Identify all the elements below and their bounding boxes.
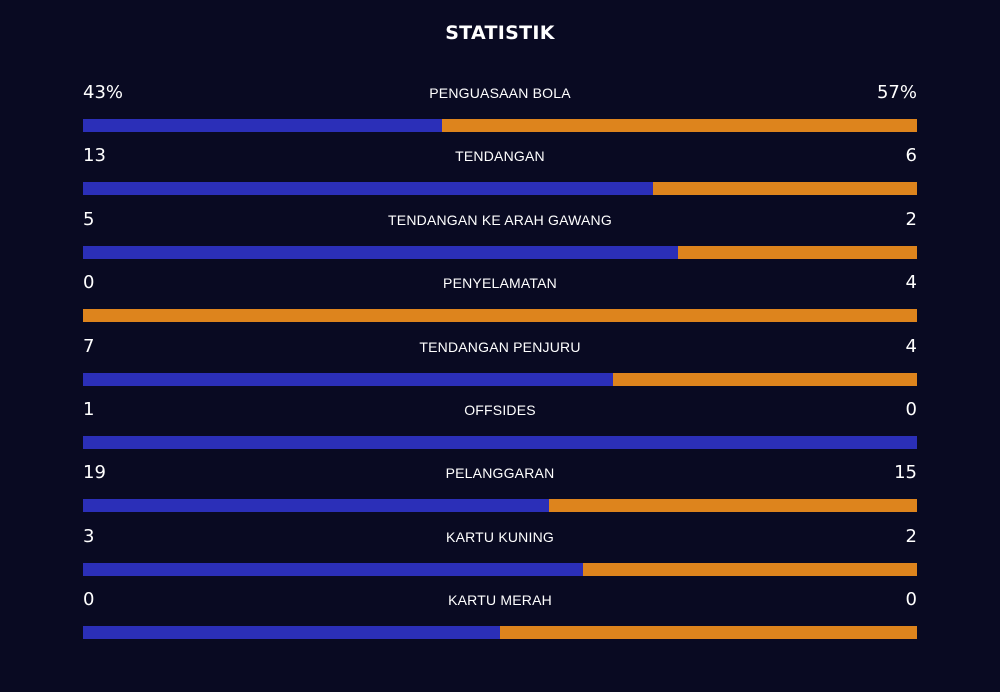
- away-bar-segment: [441, 119, 917, 132]
- comparison-bar: [83, 182, 917, 196]
- stat-row-saves: 0 PENYELAMATAN 4: [83, 270, 917, 333]
- home-bar-segment: [83, 245, 679, 259]
- home-value: 7: [83, 335, 95, 357]
- away-bar-segment: [653, 182, 917, 196]
- comparison-bar: [83, 309, 917, 323]
- home-bar-segment: [83, 182, 654, 196]
- stat-label: PENGUASAAN BOLA: [429, 85, 571, 101]
- away-bar-segment: [500, 626, 917, 640]
- home-bar-segment: [83, 562, 584, 576]
- stat-row-possession: 43% PENGUASAAN BOLA 57%: [83, 80, 917, 143]
- comparison-bar: [83, 499, 917, 513]
- stat-label: TENDANGAN PENJURU: [419, 338, 581, 355]
- home-bar-segment: [83, 435, 917, 449]
- home-bar-segment: [83, 372, 614, 386]
- away-bar-segment: [613, 372, 917, 386]
- comparison-bar: [83, 435, 917, 449]
- stats-list: 43% PENGUASAAN BOLA 57% 13 TENDANGAN 6 5…: [83, 80, 917, 651]
- stat-row-shots-on-target: 5 TENDANGAN KE ARAH GAWANG 2: [83, 207, 917, 270]
- stat-label: KARTU KUNING: [446, 528, 554, 545]
- stat-row-yellow-cards: 3 KARTU KUNING 2: [83, 524, 917, 587]
- stat-label: PENYELAMATAN: [443, 275, 557, 292]
- away-value: 15: [894, 462, 917, 484]
- stat-label: PELANGGARAN: [445, 465, 555, 482]
- home-value: 43%: [83, 82, 124, 103]
- stat-row-fouls: 19 PELANGGARAN 15: [83, 460, 917, 523]
- comparison-bar: [83, 626, 917, 640]
- stat-label: TENDANGAN: [455, 148, 545, 165]
- away-value: 2: [905, 525, 917, 547]
- comparison-bar: [83, 245, 917, 259]
- stat-row-shots: 13 TENDANGAN 6: [83, 143, 917, 206]
- away-value: 57%: [876, 82, 917, 103]
- home-bar-segment: [83, 499, 550, 513]
- away-value: 6: [905, 145, 917, 167]
- home-value: 5: [83, 208, 95, 230]
- home-value: 0: [83, 272, 95, 294]
- home-value: 19: [83, 462, 106, 484]
- stat-label: OFFSIDES: [464, 401, 536, 418]
- home-value: 0: [83, 589, 95, 611]
- stat-row-red-cards: 0 KARTU MERAH 0: [83, 587, 917, 650]
- away-value: 2: [905, 208, 917, 230]
- stat-label: KARTU MERAH: [448, 592, 552, 609]
- home-value: 13: [83, 145, 106, 167]
- stat-row-offsides: 1 OFFSIDES 0: [83, 397, 917, 460]
- home-value: 3: [83, 525, 95, 547]
- away-bar-segment: [583, 562, 917, 576]
- comparison-bar: [83, 372, 917, 386]
- comparison-bar: [83, 119, 917, 132]
- away-value: 4: [905, 335, 917, 357]
- away-bar-segment: [83, 309, 917, 323]
- away-value: 0: [905, 398, 917, 420]
- stat-row-corners: 7 TENDANGAN PENJURU 4: [83, 334, 917, 397]
- away-bar-segment: [549, 499, 917, 513]
- stats-title: STATISTIK: [445, 22, 555, 44]
- home-value: 1: [83, 398, 95, 420]
- home-bar-segment: [83, 119, 442, 132]
- away-value: 0: [905, 589, 917, 611]
- comparison-bar: [83, 562, 917, 576]
- away-bar-segment: [678, 245, 917, 259]
- stat-label: TENDANGAN KE ARAH GAWANG: [388, 211, 612, 228]
- home-bar-segment: [83, 626, 500, 640]
- away-value: 4: [905, 272, 917, 294]
